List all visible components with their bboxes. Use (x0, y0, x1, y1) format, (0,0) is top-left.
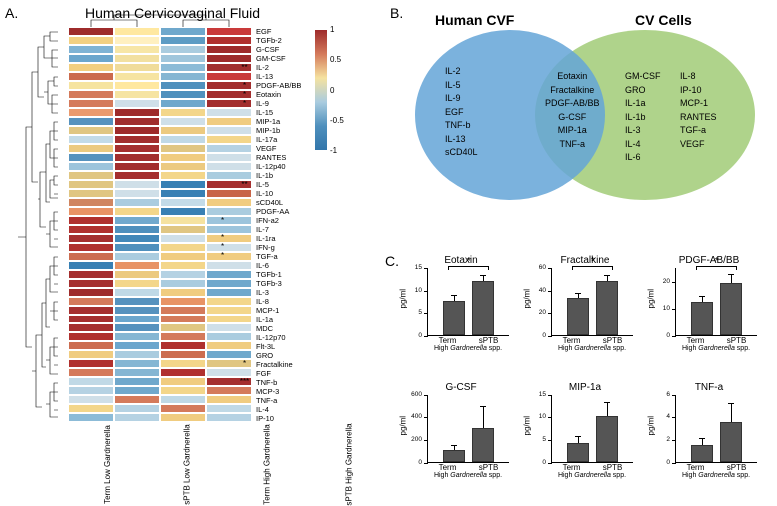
dendrogram-left (10, 27, 68, 422)
dendrogram-top (68, 12, 252, 27)
panel-a: A. Human Cervicovaginal Fluid EGFTGFb-2G… (5, 5, 365, 500)
bar-charts-grid: Eotaxinpg/ml051015*TermsPTBHigh Gardnere… (405, 255, 765, 500)
heatmap (68, 27, 252, 422)
panel-b: B. Human CVF CV Cells IL-2IL-5IL-9EGFTNF… (390, 5, 770, 235)
venn-right-list-2: IL-8IP-10MCP-1RANTESTGF-aVEGF (680, 70, 717, 151)
heatmap-row-labels: EGFTGFb-2G-CSFGM-CSFIL-2IL-13PDGF-AB/BBE… (254, 27, 301, 422)
heatmap-container: EGFTGFb-2G-CSFGM-CSFIL-2IL-13PDGF-AB/BBE… (10, 27, 350, 422)
venn-right-list-1: GM-CSFGROIL-1aIL-1bIL-3IL-4IL-6 (625, 70, 661, 165)
panel-c-label: C. (385, 253, 399, 269)
panel-c: C. Eotaxinpg/ml051015*TermsPTBHigh Gardn… (390, 245, 770, 500)
venn-mid-list: EotaxinFractalkinePDGF-AB/BBG-CSFMIP-1aT… (545, 70, 600, 151)
colorbar (315, 30, 327, 150)
venn-left-list: IL-2IL-5IL-9EGFTNF-bIL-13sCD40L (445, 65, 478, 160)
venn-diagram: Human CVF CV Cells IL-2IL-5IL-9EGFTNF-bI… (410, 30, 760, 205)
venn-title-left: Human CVF (435, 12, 514, 28)
venn-title-right: CV Cells (635, 12, 692, 28)
colorbar-ticks: 10.50-0.5-1 (330, 25, 344, 155)
heatmap-x-labels: Term Low GardnerellasPTB Low Gardnerella… (68, 425, 252, 500)
